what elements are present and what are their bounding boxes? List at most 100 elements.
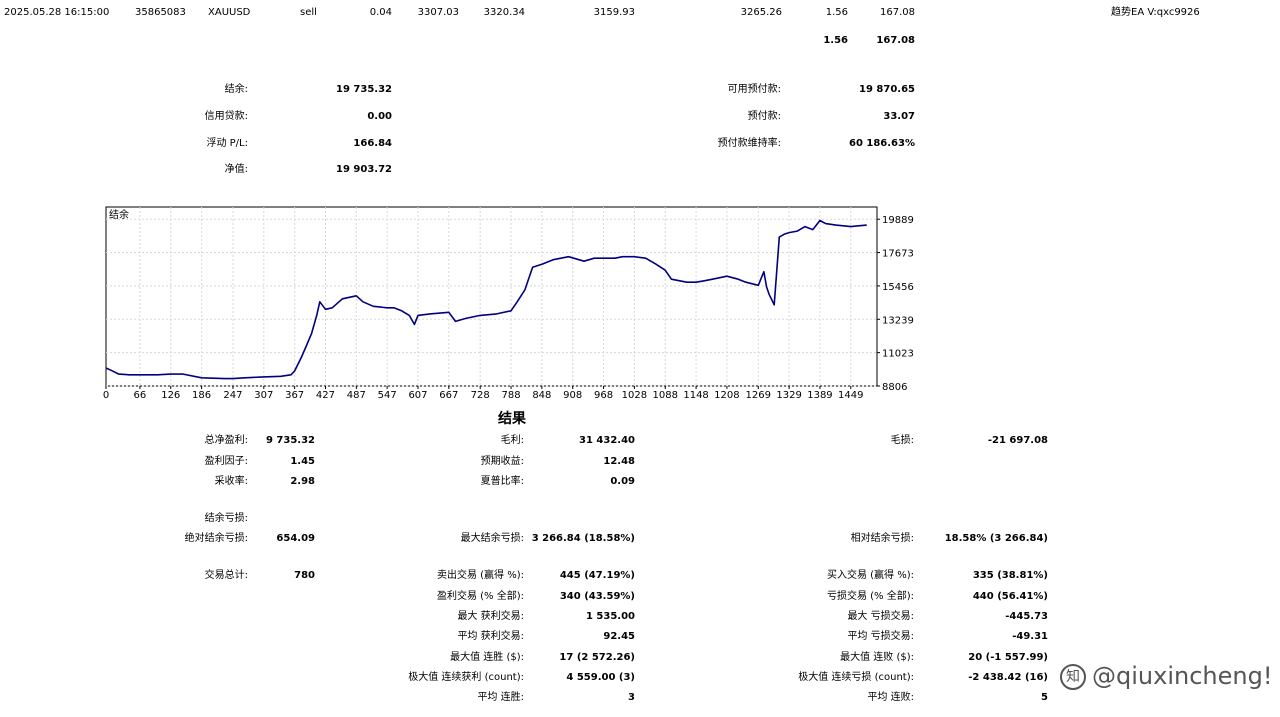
credit-label: 信用贷款: [204,111,248,122]
floating-pl-value: 166.84 [353,138,392,149]
maximal-consecutive-loss-label: 极大值 连续亏损 (count): [798,672,914,683]
free-margin-value: 19 870.65 [859,84,915,95]
x-tick-label: 547 [378,390,397,401]
average-loss-trade-label: 平均 亏损交易: [847,631,914,642]
average-profit-trade-value: 92.45 [603,631,635,642]
trade-type: sell [300,7,317,18]
gross-profit-value: 31 432.40 [579,435,635,446]
balance-value: 19 735.32 [336,84,392,95]
x-tick-label: 0 [103,390,109,401]
average-consecutive-losses-value: 5 [1041,692,1048,703]
net-profit-label: 总净盈利: [204,435,248,446]
trade-sl: 3320.34 [483,7,525,18]
equity-label: 净值: [224,164,248,175]
trade-close-price: 3265.26 [740,7,782,18]
trade-profit: 167.08 [880,7,915,18]
free-margin-label: 可用预付款: [727,84,781,95]
margin-value: 33.07 [883,111,915,122]
sharpe-ratio-label: 夏普比率: [480,476,524,487]
x-tick-label: 788 [501,390,520,401]
loss-trades-value: 440 (56.41%) [972,591,1048,602]
average-consecutive-losses-label: 平均 连败: [867,692,914,703]
sharpe-ratio-value: 0.09 [610,476,635,487]
trade-comment: 趋势EA V:qxc9926 [1111,7,1200,18]
maximal-consecutive-loss-value: -2 438.42 (16) [968,672,1048,683]
profit-factor-value: 1.45 [290,456,315,467]
net-profit-value: 9 735.32 [265,435,315,446]
y-tick-label: 11023 [882,349,914,360]
maximal-consecutive-profit-label: 极大值 连续获利 (count): [408,672,524,683]
credit-value: 0.00 [367,111,392,122]
x-tick-label: 1208 [714,390,739,401]
floating-pl-label: 浮动 P/L: [206,138,248,149]
short-trades-label: 卖出交易 (赢得 %): [436,570,524,581]
average-consecutive-wins-label: 平均 连胜: [477,692,524,703]
trade-symbol: XAUUSD [208,7,251,18]
largest-profit-trade-label: 最大 获利交易: [457,611,524,622]
y-tick-label: 8806 [882,382,907,393]
trade-order: 35865083 [135,7,186,18]
recovery-factor-value: 2.98 [290,476,315,487]
total-swap: 1.56 [823,35,848,46]
largest-loss-trade-label: 最大 亏损交易: [847,611,914,622]
expected-payoff-label: 预期收益: [480,456,524,467]
absolute-drawdown-value: 654.09 [276,533,315,544]
profit-trades-value: 340 (43.59%) [559,591,635,602]
max-consecutive-losses-value: 20 (-1 557.99) [968,652,1048,663]
max-drawdown-label: 最大结余亏损: [460,533,524,544]
watermark: 知 @qiuxincheng! [1060,662,1272,690]
x-tick-label: 1088 [653,390,678,401]
chart-title: 结余 [109,208,129,221]
balance-series-line [105,219,867,380]
trade-time: 2025.05.28 16:15:00 [4,7,110,18]
margin-level-label: 预付款维持率: [717,138,781,149]
max-consecutive-losses-label: 最大值 连败 ($): [840,652,914,663]
x-tick-label: 126 [161,390,180,401]
absolute-drawdown-label: 绝对结余亏损: [184,533,248,544]
x-tick-label: 1028 [622,390,647,401]
x-tick-label: 186 [192,390,211,401]
y-tick-label: 15456 [882,282,914,293]
max-drawdown-value: 3 266.84 (18.58%) [531,533,635,544]
average-consecutive-wins-value: 3 [628,692,635,703]
maximal-consecutive-profit-value: 4 559.00 (3) [566,672,635,683]
trade-price: 3307.03 [417,7,459,18]
gross-profit-label: 毛利: [500,435,524,446]
trade-volume: 0.04 [369,7,392,18]
y-tick-label: 19889 [882,215,914,226]
x-tick-label: 968 [594,390,613,401]
recovery-factor-label: 采收率: [214,476,248,487]
x-tick-label: 848 [532,390,551,401]
gross-loss-value: -21 697.08 [987,435,1048,446]
max-consecutive-wins-value: 17 (2 572.26) [559,652,635,663]
y-tick-label: 17673 [882,249,914,260]
expected-payoff-value: 12.48 [603,456,635,467]
trade-tp: 3159.93 [593,7,635,18]
long-trades-value: 335 (38.81%) [972,570,1048,581]
zhihu-icon: 知 [1060,664,1086,690]
x-tick-label: 307 [254,390,273,401]
equity-value: 19 903.72 [336,164,392,175]
x-tick-label: 667 [439,390,458,401]
balance-label: 结余: [224,84,248,95]
long-trades-label: 买入交易 (赢得 %): [826,570,914,581]
x-tick-label: 367 [285,390,304,401]
margin-label: 预付款: [747,111,781,122]
y-tick-label: 13239 [882,315,914,326]
x-tick-label: 1269 [746,390,771,401]
relative-drawdown-value: 18.58% (3 266.84) [944,533,1048,544]
loss-trades-label: 亏损交易 (% 全部): [826,591,914,602]
gross-loss-label: 毛损: [890,435,914,446]
x-tick-label: 728 [471,390,490,401]
x-tick-label: 427 [316,390,335,401]
results-title: 结果 [498,411,526,427]
profit-trades-label: 盈利交易 (% 全部): [436,591,524,602]
total-trades-label: 交易总计: [204,570,248,581]
max-consecutive-wins-label: 最大值 连胜 ($): [450,652,524,663]
x-tick-label: 1148 [683,390,708,401]
balance-drawdown-label: 结余亏损: [204,513,248,524]
total-trades-value: 780 [294,570,315,581]
x-tick-label: 607 [408,390,427,401]
largest-loss-trade-value: -445.73 [1005,611,1048,622]
short-trades-value: 445 (47.19%) [559,570,635,581]
